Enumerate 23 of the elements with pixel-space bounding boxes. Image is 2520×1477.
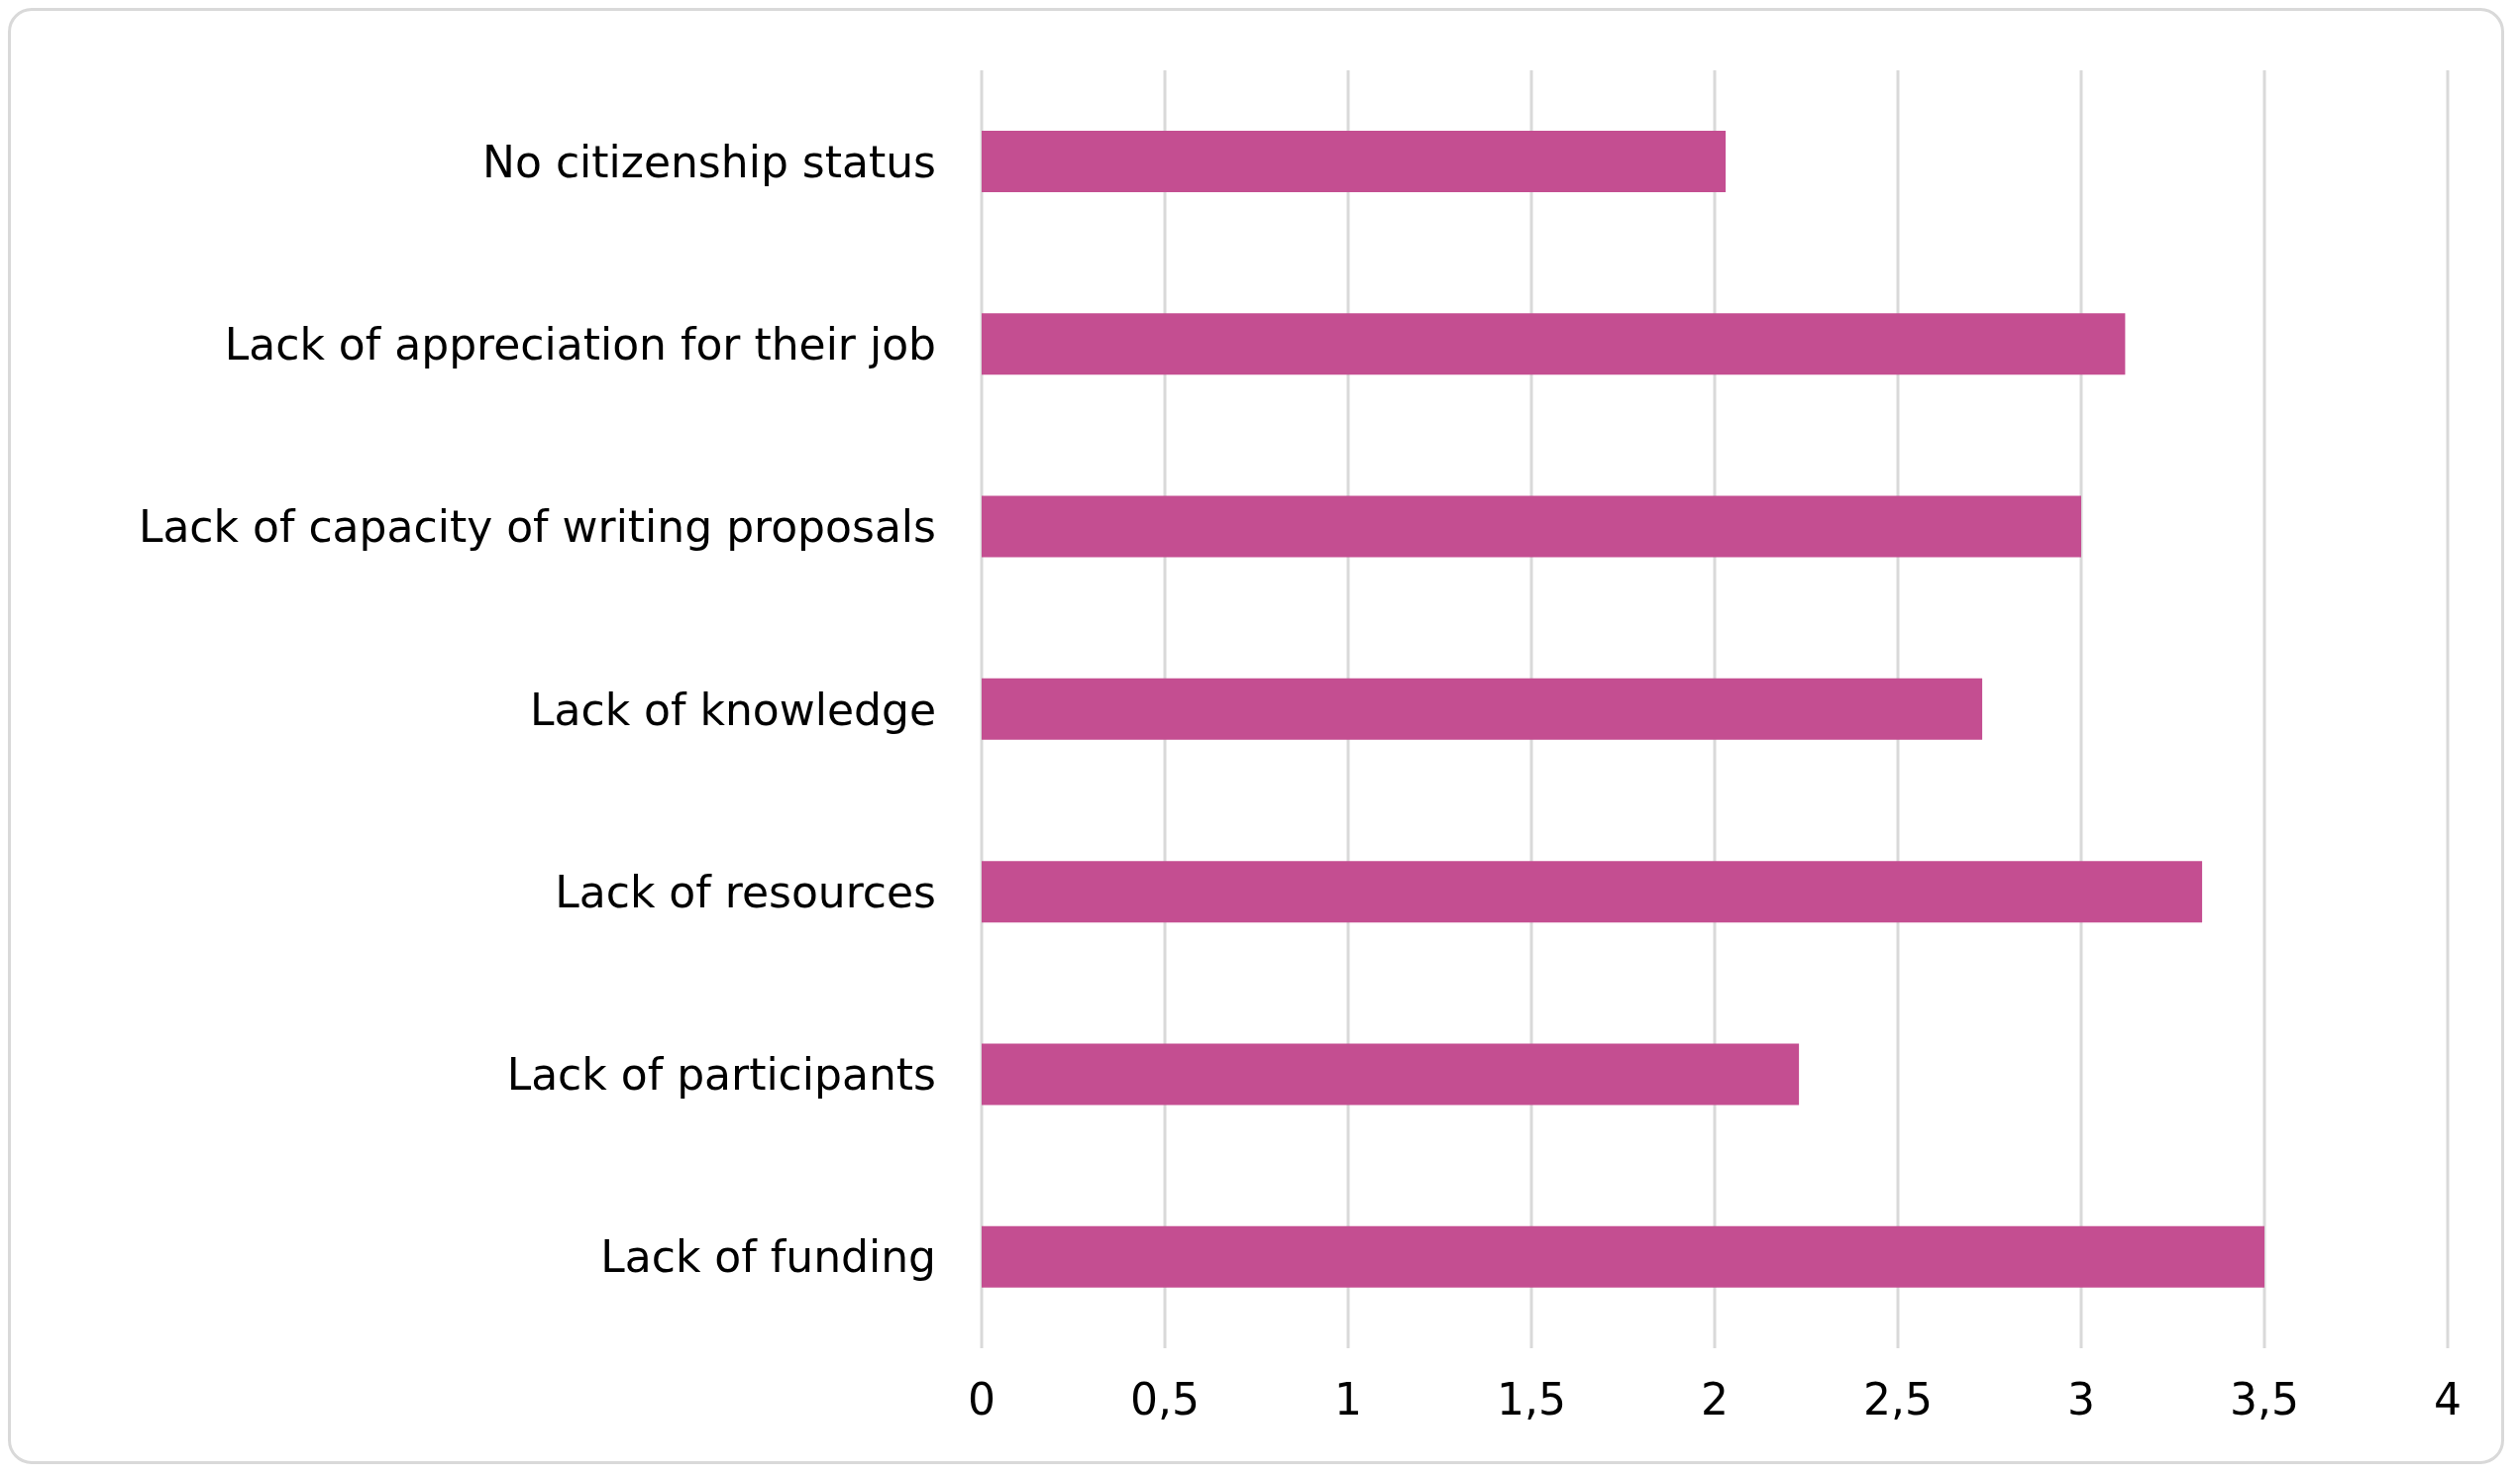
y-tick-label: No citizenship status (482, 136, 936, 187)
x-tick-label: 1 (1334, 1374, 1362, 1425)
bar (982, 861, 2203, 923)
y-tick-label: Lack of participants (506, 1049, 936, 1101)
bar (982, 1225, 2264, 1288)
x-tick-label: 0,5 (1130, 1374, 1200, 1425)
y-tick-label: Lack of funding (600, 1231, 936, 1283)
bar (982, 313, 2126, 375)
bar (982, 678, 1983, 740)
x-tick-label: 3,5 (2230, 1374, 2299, 1425)
x-tick-label: 3 (2067, 1374, 2095, 1425)
x-tick-label: 2 (1701, 1374, 1729, 1425)
x-tick-label: 0 (968, 1374, 996, 1425)
x-tick-label: 1,5 (1497, 1374, 1566, 1425)
y-tick-label: Lack of capacity of writing proposals (138, 501, 936, 553)
y-tick-label: Lack of knowledge (529, 684, 936, 735)
bar (982, 131, 1727, 192)
x-tick-label: 2,5 (1863, 1374, 1933, 1425)
x-tick-label: 4 (2434, 1374, 2462, 1425)
y-tick-label: Lack of resources (555, 866, 936, 917)
bar (982, 1043, 1800, 1106)
y-tick-label: Lack of appreciation for their job (224, 319, 936, 370)
bar (982, 495, 2081, 558)
